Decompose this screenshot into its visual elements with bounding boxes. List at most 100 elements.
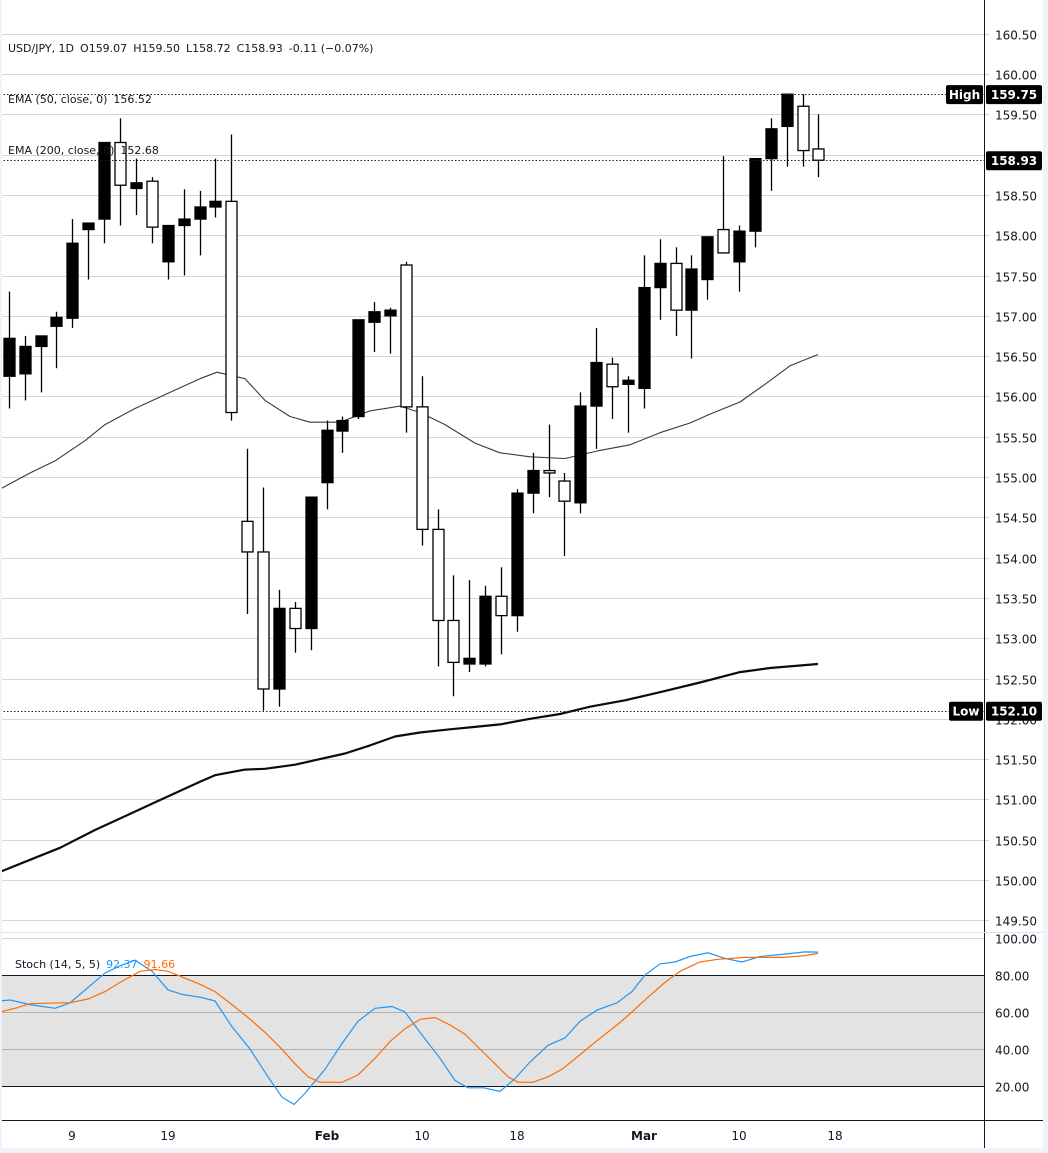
date-axis-label: 19 xyxy=(160,1129,175,1143)
candle-body-up xyxy=(733,230,746,263)
candle[interactable] xyxy=(225,134,238,421)
candle[interactable] xyxy=(574,392,587,514)
candle[interactable] xyxy=(289,601,302,653)
candle[interactable] xyxy=(670,247,683,336)
candle[interactable] xyxy=(701,236,714,300)
candle-body-up xyxy=(3,337,16,377)
price-axis-label: 151.00 xyxy=(995,794,1037,808)
candle[interactable] xyxy=(130,158,143,216)
candle[interactable] xyxy=(558,472,571,556)
candle[interactable] xyxy=(447,575,460,697)
ema50-value: 156.52 xyxy=(113,93,152,106)
candle[interactable] xyxy=(765,118,778,191)
date-axis-label: 18 xyxy=(827,1129,842,1143)
candle-body-up xyxy=(19,345,32,375)
candle[interactable] xyxy=(194,190,207,256)
change-value: -0.11 (−0.07%) xyxy=(288,42,374,55)
candle[interactable] xyxy=(50,311,63,369)
candle[interactable] xyxy=(162,224,175,280)
candle[interactable] xyxy=(352,319,365,419)
candle[interactable] xyxy=(622,376,635,433)
candle[interactable] xyxy=(749,157,762,248)
candle[interactable] xyxy=(336,416,349,453)
ema-lines xyxy=(0,353,819,873)
candle-body-up xyxy=(209,200,222,208)
candle[interactable] xyxy=(654,239,667,320)
candle-body-up xyxy=(194,206,207,220)
candle[interactable] xyxy=(3,291,16,409)
candle[interactable] xyxy=(178,189,191,276)
ema50-line xyxy=(0,353,819,490)
candle[interactable] xyxy=(463,580,476,673)
high-value-badge: 159.75 xyxy=(986,85,1042,105)
candle-body-up xyxy=(82,222,95,231)
stochastic-pane[interactable] xyxy=(0,938,984,1106)
candle-body-up xyxy=(479,595,492,665)
low-value: L158.72 xyxy=(185,42,231,55)
candle[interactable] xyxy=(479,585,492,667)
ema200-line xyxy=(0,662,819,873)
candle[interactable] xyxy=(305,496,318,651)
price-badges: High 159.75 158.93 Low 152.10 xyxy=(946,85,1042,721)
candle[interactable] xyxy=(209,158,222,218)
candle[interactable] xyxy=(638,255,651,409)
candle[interactable] xyxy=(82,222,95,280)
candle[interactable] xyxy=(384,307,397,354)
candle-body-down xyxy=(225,200,238,414)
svg-text:High: High xyxy=(949,88,980,102)
candle[interactable] xyxy=(273,589,286,707)
candle-body-up xyxy=(368,311,381,323)
candle[interactable] xyxy=(35,335,48,393)
candle[interactable] xyxy=(114,118,127,226)
candle-body-down xyxy=(241,520,254,553)
candle-body-up xyxy=(749,157,762,232)
candle[interactable] xyxy=(19,335,32,401)
last-price-badge: 158.93 xyxy=(986,151,1042,171)
price-axis-label: 160.50 xyxy=(995,29,1037,43)
candle[interactable] xyxy=(590,327,603,449)
candle[interactable] xyxy=(606,357,619,419)
candle[interactable] xyxy=(321,420,334,510)
candle[interactable] xyxy=(368,302,381,353)
candle-body-up xyxy=(50,316,63,327)
candle[interactable] xyxy=(495,567,508,655)
candle-body-down xyxy=(558,480,571,502)
candle[interactable] xyxy=(733,225,746,292)
price-axis-label: 154.50 xyxy=(995,512,1037,526)
candle[interactable] xyxy=(685,255,698,359)
candlesticks[interactable] xyxy=(3,93,825,711)
price-axis-label: 159.50 xyxy=(995,109,1037,123)
candle[interactable] xyxy=(527,452,540,514)
candle-body-down xyxy=(495,595,508,617)
candle-body-up xyxy=(590,361,603,407)
candle[interactable] xyxy=(812,114,825,178)
candle[interactable] xyxy=(511,489,524,632)
candle[interactable] xyxy=(432,509,445,667)
candle-body-up xyxy=(638,286,651,389)
candle[interactable] xyxy=(400,261,413,433)
candle[interactable] xyxy=(98,141,111,244)
price-axis-label: 155.50 xyxy=(995,432,1037,446)
candle-body-down xyxy=(543,469,556,474)
candle[interactable] xyxy=(66,219,79,328)
candle-body-down xyxy=(114,141,127,186)
symbol-label: USD/JPY, 1D xyxy=(8,42,75,55)
candle-body-up xyxy=(527,469,540,494)
right-strip xyxy=(1043,0,1048,1153)
stoch-k-value: 92.37 xyxy=(106,958,138,971)
candle[interactable] xyxy=(416,376,429,546)
candle[interactable] xyxy=(797,94,810,167)
candle-body-up xyxy=(98,141,111,220)
stoch-band-fill xyxy=(0,975,984,1086)
candle[interactable] xyxy=(257,487,270,711)
candle[interactable] xyxy=(543,424,556,498)
candle-body-up xyxy=(463,657,476,665)
candle[interactable] xyxy=(717,156,730,254)
candle-body-up xyxy=(305,496,318,630)
candle[interactable] xyxy=(146,177,159,244)
date-axis-label: 18 xyxy=(509,1129,524,1143)
candle[interactable] xyxy=(241,448,254,615)
svg-text:159.75: 159.75 xyxy=(991,88,1037,102)
